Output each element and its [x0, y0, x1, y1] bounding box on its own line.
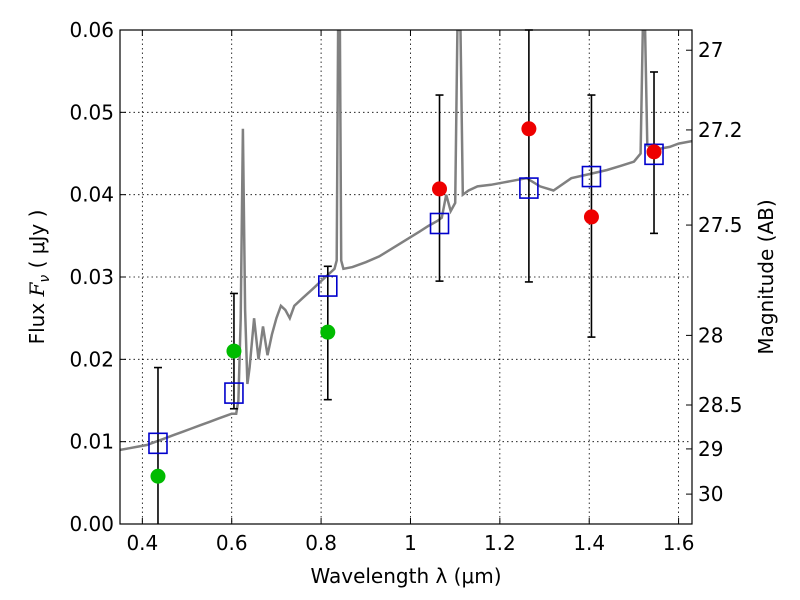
observed-points	[150, 121, 662, 484]
observed-point-red	[583, 209, 599, 225]
y2-tick-label: 27	[698, 38, 723, 62]
x-axis-ticks: 0.4 0.6 0.8 1 1.2 1.4 1.6	[126, 30, 695, 555]
y-axis-label-prefix: Flux	[25, 296, 49, 344]
model-point	[224, 382, 244, 404]
y-tick-label: 0.02	[69, 347, 114, 371]
x-tick-label: 1	[404, 531, 417, 555]
spectrum-group	[120, 30, 692, 452]
x-tick-label: 0.6	[216, 531, 248, 555]
x-tick-label: 1.6	[663, 531, 695, 555]
y2-tick-label: 28	[698, 323, 723, 347]
y-tick-label: 0.00	[69, 512, 114, 536]
x-tick-label: 0.4	[126, 531, 158, 555]
model-point	[148, 432, 168, 455]
y-axis-ticks: 0.00 0.01 0.02 0.03 0.04 0.05 0.06	[69, 18, 126, 536]
x-tick-label: 1.2	[484, 531, 516, 555]
error-bars	[153, 29, 659, 524]
model-point	[317, 275, 338, 297]
y-tick-label: 0.03	[69, 265, 114, 289]
x-tick-label: 1.4	[573, 531, 605, 555]
observed-point-green	[226, 343, 242, 359]
y-tick-label: 0.05	[69, 100, 114, 124]
model-point	[644, 143, 664, 166]
y-tick-label: 0.04	[69, 183, 114, 207]
y2-tick-label: 28.5	[698, 393, 743, 417]
observed-point-green	[150, 468, 166, 484]
y-axis-label: Flux Fν ( μJy )	[25, 210, 53, 345]
y-axis-label-symbol: F	[25, 281, 49, 297]
model-point	[519, 177, 539, 199]
y-axis-label-subscript: ν	[37, 275, 53, 283]
x-axis-label: Wavelength λ (μm)	[310, 564, 501, 588]
y2-axis-ticks: 27 27.2 27.5 28 28.5 29 30	[686, 38, 743, 506]
model-points	[148, 143, 664, 455]
y2-axis-label: Magnitude (AB)	[754, 199, 778, 354]
y-tick-label: 0.06	[69, 18, 114, 42]
observed-point-red	[646, 144, 662, 160]
y2-tick-label: 29	[698, 437, 723, 461]
y2-tick-label: 30	[698, 482, 723, 506]
grid-lines	[120, 29, 692, 525]
y2-tick-label: 27.5	[698, 213, 743, 237]
x-tick-label: 0.8	[305, 531, 337, 555]
observed-point-red	[521, 121, 537, 137]
model-point	[581, 165, 602, 188]
observed-point-red	[432, 181, 448, 197]
spectrum-line	[120, 30, 692, 452]
y-axis-label-suffix: ( μJy )	[25, 210, 49, 275]
observed-point-green	[320, 324, 336, 340]
y2-tick-label: 27.2	[698, 118, 743, 142]
y-tick-label: 0.01	[69, 430, 114, 454]
model-point	[429, 212, 450, 235]
